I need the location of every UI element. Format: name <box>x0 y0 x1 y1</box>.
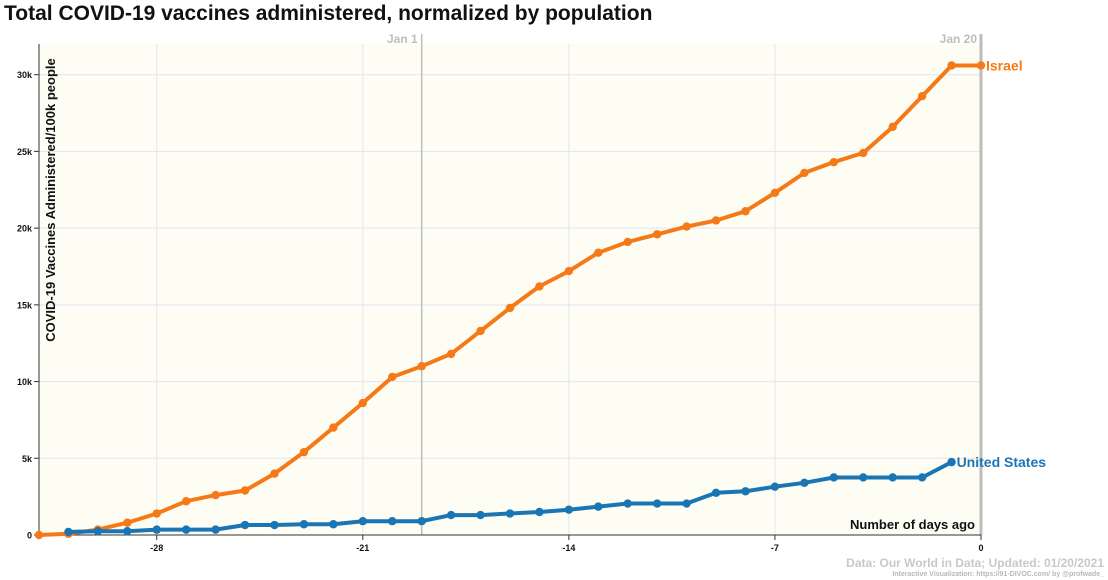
data-point <box>800 168 809 178</box>
x-tick-label: -21 <box>356 543 369 553</box>
x-tick-label: 0 <box>978 543 983 553</box>
date-markers: Jan 1 Jan 20 <box>387 32 983 535</box>
data-point <box>976 61 986 70</box>
data-point <box>564 505 574 514</box>
data-point <box>270 469 279 478</box>
data-point <box>800 478 809 488</box>
data-point <box>93 526 103 536</box>
date-marker-label: Jan 1 <box>387 32 418 46</box>
data-point <box>652 499 662 508</box>
data-point <box>240 486 250 495</box>
x-tick-label: -28 <box>150 543 163 553</box>
data-point <box>64 527 73 537</box>
data-point <box>594 248 603 257</box>
data-point <box>711 216 721 225</box>
series-label: United States <box>957 454 1047 470</box>
data-point <box>917 473 927 482</box>
axes: 0 5k 10k 15k 20k 25k 30k -28 -21 -14 -7 0 <box>17 44 984 553</box>
data-point <box>682 222 691 231</box>
data-point <box>329 520 338 529</box>
data-point <box>299 447 309 457</box>
data-point <box>123 526 132 536</box>
series-label: Israel <box>986 57 1023 73</box>
data-point <box>388 516 397 526</box>
data-point <box>535 507 544 517</box>
y-tick-label: 0 <box>27 531 32 541</box>
credit-link[interactable]: Interactive Visualization: https://91-DI… <box>892 571 1104 578</box>
y-tick-label: 25k <box>17 147 33 157</box>
data-point <box>829 157 839 167</box>
data-point <box>535 282 544 291</box>
data-point <box>329 423 338 432</box>
data-point <box>770 482 780 491</box>
y-axis-label: COVID-19 Vaccines Administered/100k peop… <box>43 58 58 341</box>
data-point <box>358 398 368 408</box>
y-tick-label: 30k <box>17 70 33 80</box>
chart-title: Total COVID-19 vaccines administered, no… <box>4 2 653 25</box>
data-point <box>594 502 603 511</box>
data-point <box>741 207 750 216</box>
data-point <box>152 525 161 534</box>
data-point <box>888 122 897 132</box>
series-lines: Israel United States <box>34 57 1047 540</box>
x-tick-label: -7 <box>771 543 779 553</box>
y-tick-label: 15k <box>17 300 33 310</box>
data-point <box>859 473 868 482</box>
data-point <box>623 499 632 508</box>
data-point <box>505 509 515 518</box>
data-point <box>917 91 927 101</box>
data-point <box>417 516 426 526</box>
data-point <box>358 516 368 526</box>
data-point <box>682 499 691 508</box>
data-point <box>947 457 956 467</box>
y-tick-label: 20k <box>17 224 33 234</box>
data-point <box>859 148 868 158</box>
data-point <box>181 525 191 534</box>
data-point <box>476 326 485 336</box>
y-tick-label: 5k <box>22 454 33 464</box>
data-point <box>446 510 456 520</box>
data-point <box>741 487 750 496</box>
data-point <box>623 237 632 247</box>
data-point <box>181 497 191 506</box>
x-axis-label: Number of days ago <box>850 517 975 532</box>
data-point <box>829 473 839 482</box>
data-point <box>476 510 485 520</box>
data-point <box>417 362 426 371</box>
data-point <box>564 266 574 276</box>
data-point <box>652 230 662 239</box>
data-point <box>947 61 956 70</box>
data-point <box>34 530 44 540</box>
data-point <box>505 303 515 313</box>
plot-background <box>39 44 981 535</box>
data-source: Data: Our World in Data; Updated: 01/20/… <box>846 556 1104 570</box>
data-point <box>388 372 397 382</box>
data-point <box>711 488 721 498</box>
data-point <box>888 473 897 482</box>
data-point <box>123 518 132 527</box>
data-point <box>211 525 220 534</box>
data-point <box>240 520 250 530</box>
data-point <box>770 188 780 198</box>
data-point <box>152 509 161 518</box>
x-tick-label: -14 <box>562 543 575 553</box>
data-point <box>211 490 220 500</box>
data-point <box>299 520 309 529</box>
data-point <box>270 520 279 530</box>
date-marker-label: Jan 20 <box>940 32 978 46</box>
y-tick-label: 10k <box>17 377 33 387</box>
data-point <box>446 349 456 359</box>
